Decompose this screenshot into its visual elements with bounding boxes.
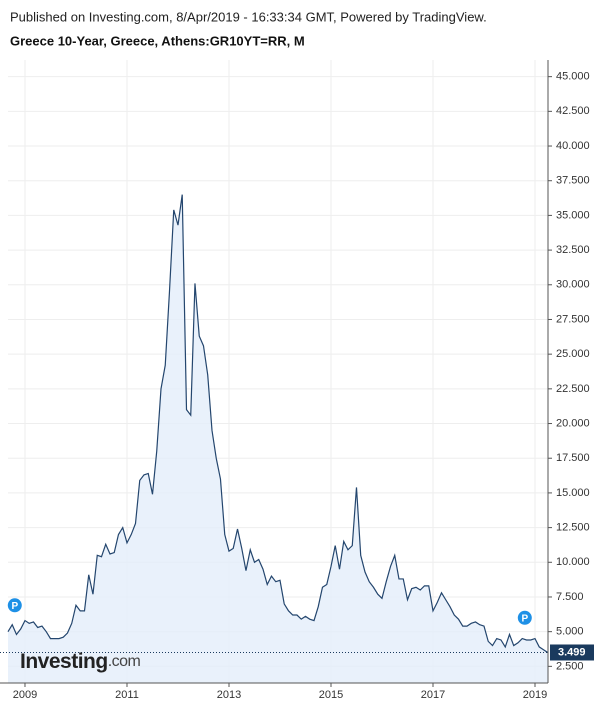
published-note: Published on Investing.com, 8/Apr/2019 -… — [10, 9, 487, 24]
event-label: P — [11, 601, 18, 612]
y-tick-label: 37.500 — [556, 175, 590, 187]
y-tick-label: 20.000 — [556, 417, 590, 429]
logo: Investing.com — [20, 650, 141, 673]
y-tick-label: 2.500 — [556, 660, 584, 672]
y-tick-label: 7.500 — [556, 591, 584, 603]
y-tick-label: 17.500 — [556, 452, 590, 464]
current-value-box — [550, 644, 594, 661]
y-tick-label: 22.500 — [556, 383, 590, 395]
y-tick-label: 42.500 — [556, 105, 590, 117]
area — [8, 194, 548, 683]
y-tick-label: 10.000 — [556, 556, 590, 568]
logo-suffix: .com — [108, 653, 141, 670]
event-marker — [517, 610, 532, 625]
x-tick-label: 2019 — [523, 689, 547, 701]
y-tick-label: 32.500 — [556, 244, 590, 256]
event-label: P — [521, 613, 528, 624]
y-tick-label: 45.000 — [556, 71, 590, 83]
chart-title: Greece 10-Year, Greece, Athens:GR10YT=RR… — [10, 33, 305, 48]
y-tick-label: 12.500 — [556, 522, 590, 534]
current-value-label: 3.499 — [558, 646, 586, 658]
x-tick-label: 2009 — [13, 689, 37, 701]
y-tick-label: 15.000 — [556, 487, 590, 499]
logo-name: Investing — [20, 650, 108, 673]
line — [7, 194, 549, 653]
x-tick-label: 2011 — [115, 689, 139, 701]
y-tick-label: 25.000 — [556, 348, 590, 360]
y-tick-label: 5.000 — [556, 626, 584, 638]
x-tick-label: 2013 — [217, 689, 241, 701]
event-marker — [7, 598, 22, 613]
y-tick-label: 35.000 — [556, 209, 590, 221]
y-tick-label: 27.500 — [556, 313, 590, 325]
y-tick-label: 30.000 — [556, 279, 590, 291]
x-tick-label: 2017 — [421, 689, 445, 701]
x-tick-label: 2015 — [319, 689, 343, 701]
y-tick-label: 40.000 — [556, 140, 590, 152]
